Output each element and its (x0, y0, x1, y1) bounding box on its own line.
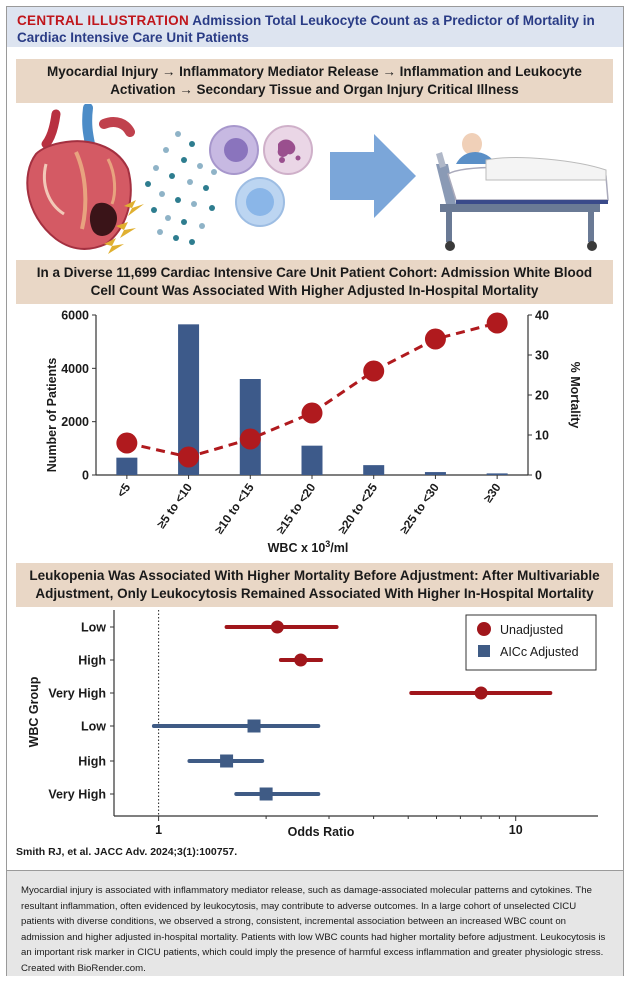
figure-header: CENTRAL ILLUSTRATION Admission Total Leu… (7, 7, 623, 47)
heart-illustration (26, 104, 135, 250)
section-heading-adjustment: Leukopenia Was Associated With Higher Mo… (16, 563, 613, 607)
x-tick-label: ≥25 to <30 (397, 480, 442, 536)
section-heading-cohort: In a Diverse 11,699 Cardiac Intensive Ca… (16, 260, 613, 304)
wbc-mortality-chart: Number of Patients % Mortality WBC x 103… (45, 309, 582, 556)
y-tick-label-right: 10 (535, 429, 549, 443)
forest-row-label: Low (81, 720, 106, 734)
mortality-point (424, 328, 446, 350)
citation: Smith RJ, et al. JACC Adv. 2024;3(1):100… (16, 846, 238, 858)
mortality-point (239, 428, 261, 450)
bar (239, 379, 261, 475)
legend-marker-adjusted (478, 645, 490, 657)
bar (116, 457, 138, 475)
lightning-icon (104, 200, 144, 254)
section-heading-pathway: Myocardial Injury → Inflammatory Mediato… (16, 59, 613, 103)
x-tick-label: ≥15 to <20 (274, 480, 319, 536)
estimate-point (220, 754, 234, 768)
forest-row-label: Low (81, 621, 106, 635)
forest-x-tick-label: 1 (155, 823, 162, 837)
x-tick-label: <5 (114, 480, 134, 500)
legend-label-adjusted: AICc Adjusted (500, 645, 579, 659)
x-tick-label: ≥20 to <25 (335, 480, 380, 536)
leukocyte-cells (209, 125, 313, 227)
section-heading-cohort-text: In a Diverse 11,699 Cardiac Intensive Ca… (36, 265, 593, 298)
forest-x-tick-label: 10 (509, 823, 523, 837)
caption-text: Myocardial injury is associated with inf… (21, 885, 606, 974)
inflammatory-mediators (145, 131, 217, 245)
odds-ratio-forest-plot: WBC Group Odds Ratio Unadjusted AICc Adj… (27, 610, 598, 839)
arrow-icon (330, 134, 416, 218)
section-heading-adjustment-text: Leukopenia Was Associated With Higher Mo… (29, 568, 600, 601)
x-tick-label: ≥30 (481, 480, 504, 505)
forest-row-label: High (78, 755, 106, 769)
estimate-point (474, 686, 488, 700)
pathway-illustration (26, 104, 609, 254)
x-tick-label: ≥5 to <10 (154, 480, 195, 531)
forest-row-label: Very High (48, 687, 106, 701)
y-axis-label-right: % Mortality (568, 362, 582, 429)
figure-title: Admission Total Leukocyte Count as a Pre… (17, 13, 595, 45)
hospital-bed-illustration (436, 133, 609, 251)
mortality-point (301, 402, 323, 424)
legend-label-unadjusted: Unadjusted (500, 623, 563, 637)
y-tick-label-left: 6000 (61, 309, 89, 323)
bar (424, 472, 446, 475)
mortality-point (116, 432, 138, 454)
forest-row-label: Very High (48, 788, 106, 802)
y-tick-label-right: 0 (535, 469, 542, 483)
forest-y-axis-label: WBC Group (27, 676, 41, 747)
x-axis-label: WBC x 103/ml (268, 539, 349, 555)
mortality-point (178, 446, 200, 468)
estimate-point (270, 620, 284, 634)
forest-legend: Unadjusted AICc Adjusted (465, 614, 597, 671)
bar (486, 473, 508, 475)
bar (363, 465, 385, 475)
mortality-point (486, 312, 508, 334)
estimate-point (294, 653, 308, 667)
mortality-point (363, 360, 385, 382)
y-tick-label-left: 2000 (61, 415, 89, 429)
estimate-point (247, 719, 261, 733)
bar (178, 324, 200, 475)
figure-caption: Myocardial injury is associated with inf… (7, 870, 623, 976)
x-tick-label: ≥10 to <15 (212, 480, 257, 536)
legend-marker-unadjusted (477, 622, 491, 636)
section-heading-pathway-text: Myocardial Injury → Inflammatory Mediato… (47, 64, 582, 97)
central-illustration-label: CENTRAL ILLUSTRATION (17, 13, 189, 28)
y-tick-label-right: 20 (535, 389, 549, 403)
forest-row-label: High (78, 654, 106, 668)
estimate-point (259, 787, 273, 801)
bar (301, 445, 323, 475)
y-tick-label-left: 0 (82, 469, 89, 483)
y-axis-label-left: Number of Patients (45, 358, 59, 473)
y-tick-label-right: 40 (535, 309, 549, 323)
forest-x-axis-label: Odds Ratio (288, 825, 355, 839)
y-tick-label-right: 30 (535, 349, 549, 363)
y-tick-label-left: 4000 (61, 362, 89, 376)
